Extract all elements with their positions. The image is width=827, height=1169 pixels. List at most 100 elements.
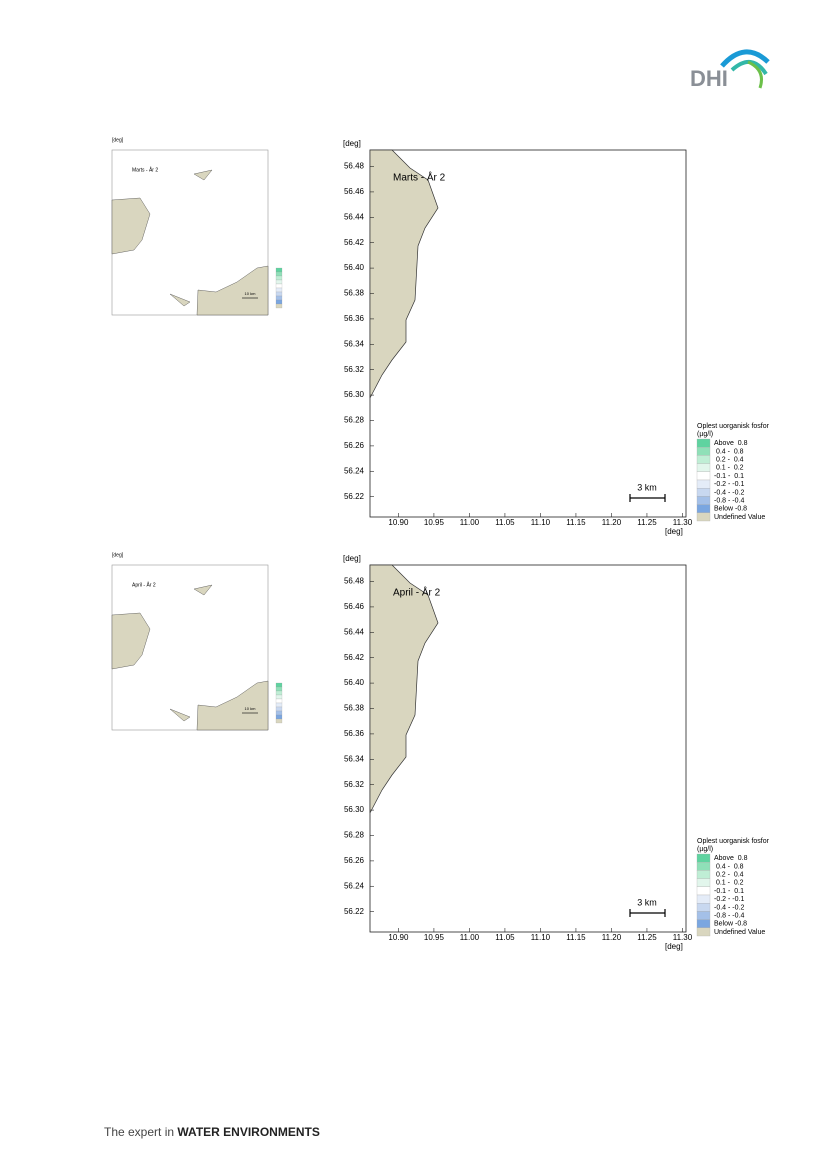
overview-legend-swatch (275, 702, 283, 708)
x-tick-label: 11.25 (637, 518, 657, 527)
legend-swatch (696, 911, 711, 920)
legend-swatch (696, 853, 711, 863)
x-tick-label: 10.95 (424, 518, 445, 527)
scale-bar (629, 909, 666, 917)
legend-swatch (696, 512, 711, 522)
y-tick-label: 56.26 (344, 856, 365, 865)
overview-legend-swatch (275, 267, 283, 273)
y-tick-label: 56.22 (344, 492, 365, 501)
legend-label: 0.1 - 0.2 (714, 880, 744, 887)
y-tick-label: 56.44 (344, 212, 365, 221)
map-title: April - År 2 (393, 586, 441, 599)
legend-swatch (696, 878, 711, 887)
legend-title: Oplest uorganisk fosfor (697, 838, 770, 845)
legend-label: Undefined Value (714, 514, 765, 521)
legend-swatch (696, 870, 711, 879)
y-tick-label: 56.34 (344, 754, 365, 763)
overview-legend-swatch (275, 291, 283, 297)
legend-swatch (696, 463, 711, 472)
overview-legend-swatch (275, 279, 283, 285)
x-tick-label: 11.20 (602, 933, 622, 942)
x-tick-label: 11.00 (460, 518, 480, 527)
legend-swatch (696, 438, 711, 448)
y-tick-label: 56.24 (344, 466, 365, 475)
y-tick-label: 56.32 (344, 365, 365, 374)
x-tick-label: 10.90 (388, 933, 409, 942)
y-tick-label: 56.38 (344, 289, 365, 298)
y-tick-label: 56.34 (344, 339, 365, 348)
x-tick-label: 11.10 (531, 933, 551, 942)
coastline (369, 564, 439, 814)
legend-swatch (696, 903, 711, 912)
legend-label: Above 0.8 (714, 855, 748, 862)
overview-legend-swatch (275, 287, 283, 293)
y-tick-label: 56.46 (344, 602, 365, 611)
overview-legend-swatch (275, 690, 283, 696)
legend-swatch (696, 886, 711, 896)
legend-swatch (696, 455, 711, 464)
overview-legend-swatch (275, 718, 283, 724)
y-tick-label: 56.40 (344, 263, 365, 272)
y-tick-label: 56.36 (344, 314, 365, 323)
overview-island (169, 293, 191, 307)
figure: [deg] Marts - År 2 10 km [deg] 56.22 56.24 56.… (111, 137, 770, 536)
legend-swatch (696, 496, 711, 505)
y-tick-label: 56.46 (344, 187, 365, 196)
legend-swatch (696, 919, 711, 928)
legend-label: -0.2 - -0.1 (714, 896, 744, 903)
x-tick-label: 10.90 (388, 518, 409, 527)
overview-land (196, 680, 269, 731)
overview-legend-swatch (275, 686, 283, 692)
overview-legend-swatch (275, 714, 283, 720)
overview-island (193, 169, 213, 181)
y-tick-label: 56.24 (344, 881, 365, 890)
scale-label: 3 km (637, 897, 657, 907)
footer-plain: The expert in (104, 1125, 174, 1139)
x-tick-label: 10.95 (424, 933, 445, 942)
legend-swatch (696, 862, 711, 871)
x-tick-label: 11.30 (673, 518, 693, 527)
y-tick-label: 56.30 (344, 390, 365, 399)
overview-legend-swatch (275, 299, 283, 305)
y-tick-label: 56.26 (344, 441, 365, 450)
legend-label: Undefined Value (714, 929, 765, 936)
y-tick-label: 56.32 (344, 780, 365, 789)
overview-legend-swatch (275, 706, 283, 712)
legend-label: -0.1 - 0.1 (714, 888, 744, 895)
x-tick-label: 11.15 (566, 518, 586, 527)
legend-swatch (696, 471, 711, 481)
logo-wave (720, 49, 770, 68)
x-tick-label: 11.05 (495, 518, 515, 527)
overview-scale-label: 10 km (245, 706, 257, 711)
footer-text: The expert in WATER ENVIRONMENTS (104, 1125, 320, 1139)
figure: [deg] April - År 2 10 km [deg] 56.22 56.24 56.… (111, 552, 770, 951)
y-tick-label: 56.28 (344, 831, 365, 840)
legend-label: 0.1 - 0.2 (714, 465, 744, 472)
coastline (369, 149, 439, 399)
y-tick-label: 56.48 (344, 577, 365, 586)
overview-legend-swatch (275, 694, 283, 700)
overview-island (169, 708, 191, 722)
legend-swatch (696, 479, 711, 489)
overview-legend-swatch (275, 682, 283, 688)
legend-label: 0.2 - 0.4 (714, 457, 744, 464)
overview-scale-label: 10 km (245, 291, 257, 296)
legend-swatch (696, 488, 711, 497)
x-tick-label: 11.20 (602, 518, 622, 527)
y-tick-label: 56.40 (344, 678, 365, 687)
legend-unit: (µg/l) (697, 431, 713, 438)
overview-title: Marts - År 2 (132, 166, 158, 173)
y-tick-label: 56.48 (344, 162, 365, 171)
legend-label: 0.4 - 0.8 (714, 448, 744, 455)
scale-bar (629, 494, 666, 502)
overview-legend-swatch (275, 710, 283, 716)
overview-land (111, 197, 151, 255)
legend-swatch (696, 927, 711, 937)
y-tick-label: 56.28 (344, 416, 365, 425)
y-tick-label: 56.42 (344, 238, 365, 247)
legend-label: -0.4 - -0.2 (714, 489, 744, 496)
legend-swatch (696, 447, 711, 456)
legend-swatch (696, 504, 711, 513)
legend-label: -0.8 - -0.4 (714, 913, 744, 920)
